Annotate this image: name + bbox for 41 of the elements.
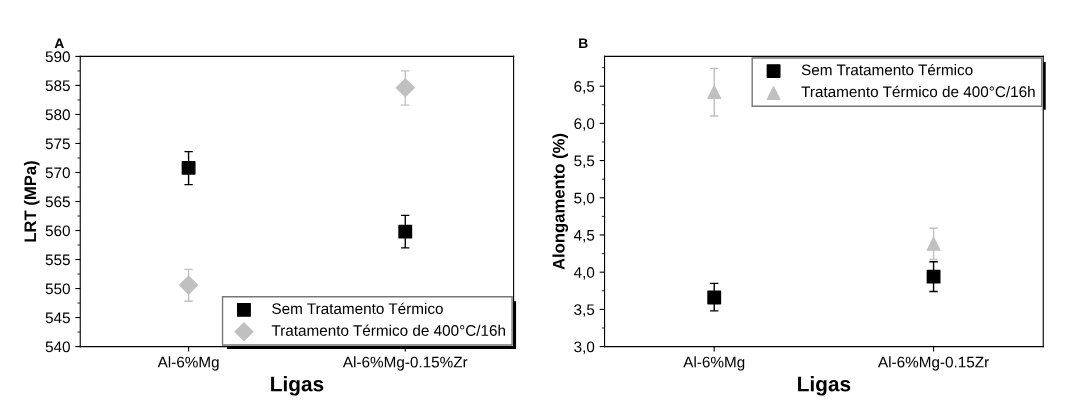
x-tick-label: Al-6%Mg [157, 356, 219, 371]
x-axis-title: Ligas [798, 376, 851, 396]
y-axis-title: Alongamento (%) [552, 133, 569, 270]
y-tick-label: 560 [45, 225, 70, 237]
y-tick-label: 5,0 [574, 192, 595, 206]
y-tick-label: 565 [45, 196, 70, 208]
point [707, 290, 722, 305]
point [179, 275, 199, 295]
legend-label: Sem Tratamento Térmico [272, 302, 443, 315]
legend-label: Tratamento Térmico de 400°C/16h [801, 85, 1035, 98]
y-tick-label: 570 [45, 167, 70, 179]
point [926, 269, 941, 284]
y-tick-label: 590 [45, 51, 70, 63]
x-axis-title: Ligas [271, 376, 324, 396]
y-tick-label: 4,0 [573, 267, 595, 280]
point [926, 236, 941, 251]
legend-label: Tratamento Térmico de 400°C/16h [271, 324, 505, 336]
y-tick-label: 550 [45, 283, 70, 295]
point [181, 160, 196, 175]
y-tick-label: 585 [45, 80, 70, 92]
y-tick-label: 4,5 [573, 230, 595, 243]
x-tick-label: Al-6%Mg-0.15Zr [878, 356, 989, 371]
y-tick-label: 545 [45, 312, 70, 324]
chart-title: B [579, 38, 588, 49]
x-tick-label: Al-6%Mg [683, 356, 745, 371]
point [398, 224, 413, 239]
y-tick-label: 6,5 [574, 81, 595, 94]
y-tick-label: 580 [45, 109, 70, 121]
y-tick-label: 6,0 [574, 118, 595, 131]
y-tick-label: 540 [45, 341, 70, 353]
y-axis-title: LRT (MPa) [23, 161, 40, 242]
y-tick-label: 555 [45, 254, 70, 266]
legend-label: Sem Tratamento Térmico [801, 63, 973, 76]
y-tick-label: 3,5 [574, 304, 595, 317]
point [395, 78, 415, 98]
y-tick-label: 5,5 [574, 155, 595, 169]
point [707, 85, 722, 100]
x-tick-label: Al-6%Mg-0.15%Zr [342, 356, 468, 371]
y-tick-label: 3,0 [574, 341, 595, 355]
chart-title: A [54, 38, 64, 49]
y-tick-label: 575 [45, 138, 70, 150]
